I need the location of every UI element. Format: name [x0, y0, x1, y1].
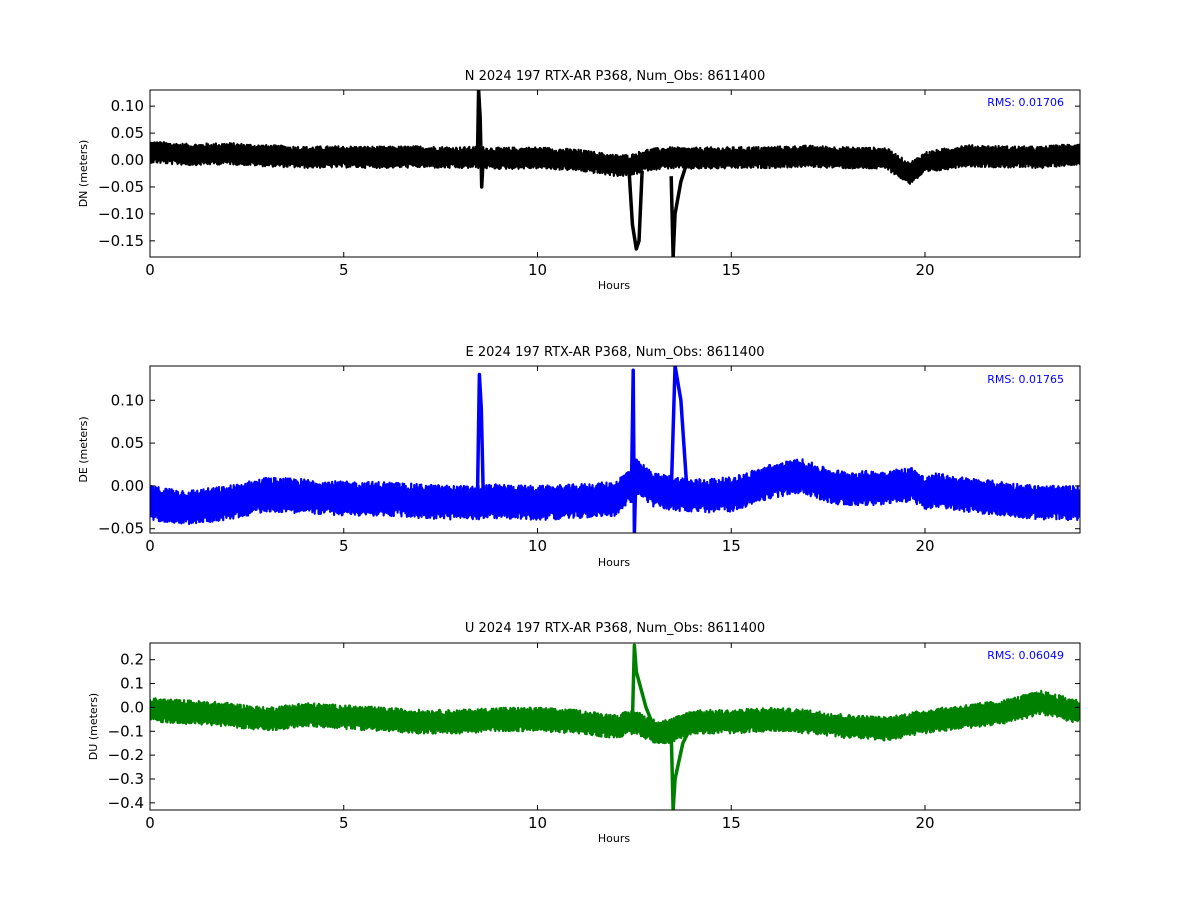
panel-title: E 2024 197 RTX-AR P368, Num_Obs: 8611400 [466, 345, 765, 360]
annotation-rms: RMS: 0.01706 [987, 96, 1064, 109]
series-spike [669, 723, 695, 810]
plot-area [150, 90, 1080, 257]
y-tick-label: −0.10 [98, 205, 144, 223]
y-tick-label: −0.1 [108, 722, 144, 740]
axes-frame [149, 642, 1081, 811]
series-spike [475, 90, 485, 189]
y-axis-label: DU (meters) [87, 693, 100, 760]
x-tick-label: 0 [145, 814, 155, 832]
x-axis-label: Hours [598, 556, 630, 569]
y-tick-label: 0.2 [120, 651, 144, 669]
annotation-rms: RMS: 0.01765 [987, 373, 1064, 386]
y-tick-label: −0.05 [98, 178, 144, 196]
y-tick-label: 0.05 [111, 434, 144, 452]
y-tick-label: 0.0 [120, 698, 144, 716]
axes-frame [149, 89, 1081, 258]
y-tick-label: −0.15 [98, 232, 144, 250]
x-tick-label: 0 [145, 261, 155, 279]
x-tick-label: 10 [528, 537, 547, 555]
x-tick-label: 20 [915, 537, 934, 555]
y-tick-label: −0.2 [108, 746, 144, 764]
y-tick-label: −0.05 [98, 520, 144, 538]
series-line [150, 689, 1080, 745]
x-tick-label: 15 [722, 261, 741, 279]
x-tick-label: 15 [722, 814, 741, 832]
panel-east: E 2024 197 RTX-AR P368, Num_Obs: 8611400… [77, 345, 1081, 569]
y-axis-label: DE (meters) [77, 416, 90, 482]
x-tick-label: 20 [915, 261, 934, 279]
series-spike [630, 643, 656, 728]
x-tick-label: 10 [528, 261, 547, 279]
panel-title: U 2024 197 RTX-AR P368, Num_Obs: 8611400 [465, 621, 765, 636]
series-line [150, 458, 1080, 526]
y-tick-label: 0.10 [111, 391, 144, 409]
annotation-rms: RMS: 0.06049 [987, 649, 1064, 662]
series-spike [475, 372, 485, 499]
series-spike [669, 366, 694, 495]
x-axis-label: Hours [598, 832, 630, 845]
x-tick-label: 5 [339, 261, 349, 279]
tick-layer: 0 5 10 15 20 0.10 0.05 0.00 −0.05 [98, 366, 1080, 555]
y-tick-label: −0.3 [108, 770, 144, 788]
x-tick-label: 5 [339, 537, 349, 555]
panel-title: N 2024 197 RTX-AR P368, Num_Obs: 8611400 [465, 69, 765, 84]
tick-layer: 0 5 10 15 20 0.2 0.1 0.0 −0.1 −0.2 −0.3 −0.4 [108, 643, 1080, 832]
x-tick-label: 20 [915, 814, 934, 832]
y-axis-label: DN (meters) [77, 140, 90, 208]
series-spike [629, 368, 644, 533]
y-tick-label: 0.05 [111, 124, 144, 142]
panel-north: N 2024 197 RTX-AR P368, Num_Obs: 8611400… [77, 69, 1081, 292]
tick-layer: 0 5 10 15 20 0.10 0.05 0.00 −0.05 −0.10 −0.15 [98, 90, 1080, 279]
series-spike [626, 162, 644, 251]
y-tick-label: 0.10 [111, 97, 144, 115]
panel-up: U 2024 197 RTX-AR P368, Num_Obs: 8611400… [87, 621, 1081, 845]
series-line [150, 141, 1080, 185]
plot-area [150, 643, 1080, 810]
y-tick-label: 0.00 [111, 151, 144, 169]
axes-frame [149, 365, 1081, 534]
series-spike [669, 156, 691, 257]
plot-area [150, 366, 1080, 533]
x-tick-label: 5 [339, 814, 349, 832]
x-axis-label: Hours [598, 279, 630, 292]
x-tick-label: 15 [722, 537, 741, 555]
y-tick-label: 0.00 [111, 477, 144, 495]
x-tick-label: 10 [528, 814, 547, 832]
y-tick-label: 0.1 [120, 675, 144, 693]
y-tick-label: −0.4 [108, 794, 144, 812]
x-tick-label: 0 [145, 537, 155, 555]
